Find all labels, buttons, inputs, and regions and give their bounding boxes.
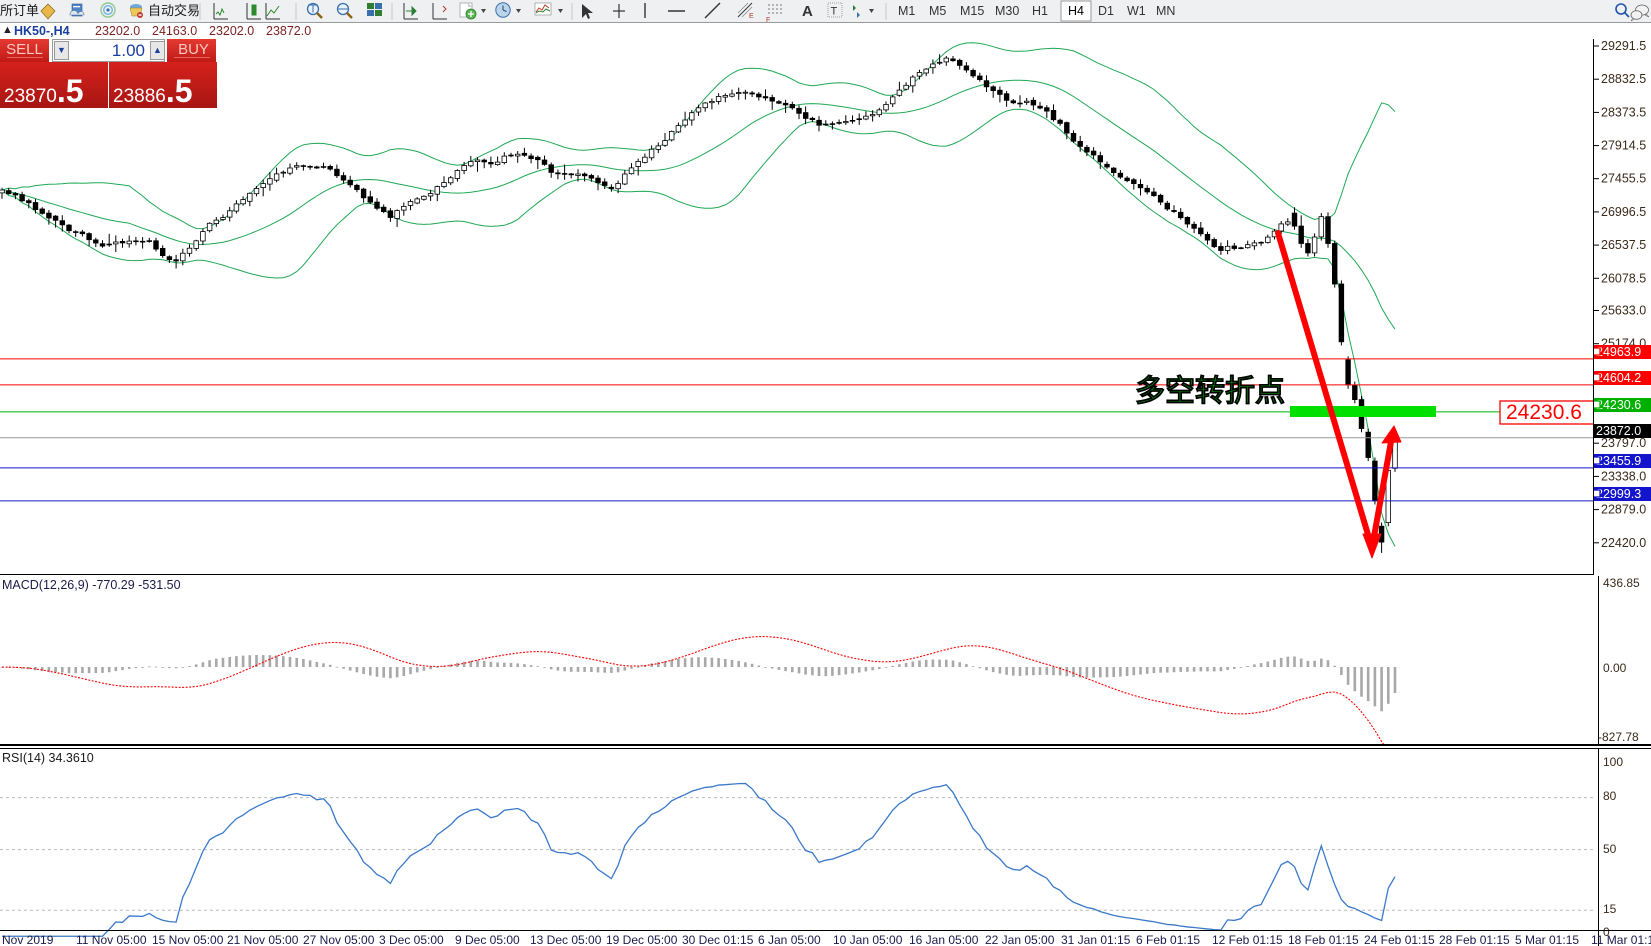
svg-text:22420.0: 22420.0 bbox=[1601, 536, 1646, 550]
svg-text:M1: M1 bbox=[898, 4, 915, 18]
svg-text:23455.9: 23455.9 bbox=[1596, 454, 1641, 468]
svg-text:M5: M5 bbox=[929, 4, 946, 18]
svg-text:24230.6: 24230.6 bbox=[1506, 401, 1582, 424]
svg-text:H1: H1 bbox=[1032, 4, 1048, 18]
svg-text:MN: MN bbox=[1156, 4, 1175, 18]
svg-text:A: A bbox=[802, 3, 813, 20]
svg-text:27455.5: 27455.5 bbox=[1601, 172, 1646, 186]
svg-text:22999.3: 22999.3 bbox=[1596, 487, 1641, 501]
svg-text:H4: H4 bbox=[1068, 4, 1084, 18]
svg-text:25633.0: 25633.0 bbox=[1601, 304, 1646, 318]
svg-text:26996.5: 26996.5 bbox=[1601, 205, 1646, 219]
svg-text:28832.5: 28832.5 bbox=[1601, 72, 1646, 86]
svg-text:E: E bbox=[749, 13, 754, 20]
svg-text:23338.0: 23338.0 bbox=[1601, 469, 1646, 483]
svg-text:24230.6: 24230.6 bbox=[1596, 398, 1641, 412]
svg-text:M15: M15 bbox=[960, 4, 984, 18]
svg-text:24963.9: 24963.9 bbox=[1596, 345, 1641, 359]
svg-text:M30: M30 bbox=[995, 4, 1019, 18]
svg-text:W1: W1 bbox=[1127, 4, 1146, 18]
svg-text:26078.5: 26078.5 bbox=[1601, 271, 1646, 285]
svg-text:27914.5: 27914.5 bbox=[1601, 139, 1646, 153]
svg-text:22879.0: 22879.0 bbox=[1601, 503, 1646, 517]
svg-text:26537.5: 26537.5 bbox=[1601, 238, 1646, 252]
svg-text:29291.5: 29291.5 bbox=[1601, 39, 1646, 53]
svg-text:24604.2: 24604.2 bbox=[1596, 371, 1641, 385]
svg-text:23872.0: 23872.0 bbox=[1596, 424, 1641, 438]
svg-text:28373.5: 28373.5 bbox=[1601, 105, 1646, 119]
svg-text:多空转折点: 多空转折点 bbox=[1135, 375, 1285, 408]
svg-text:自动交易: 自动交易 bbox=[148, 3, 200, 18]
svg-text:D1: D1 bbox=[1098, 4, 1114, 18]
svg-text:T: T bbox=[831, 6, 838, 18]
svg-text:23797.0: 23797.0 bbox=[1601, 436, 1646, 450]
svg-text:所订单: 所订单 bbox=[0, 3, 39, 18]
